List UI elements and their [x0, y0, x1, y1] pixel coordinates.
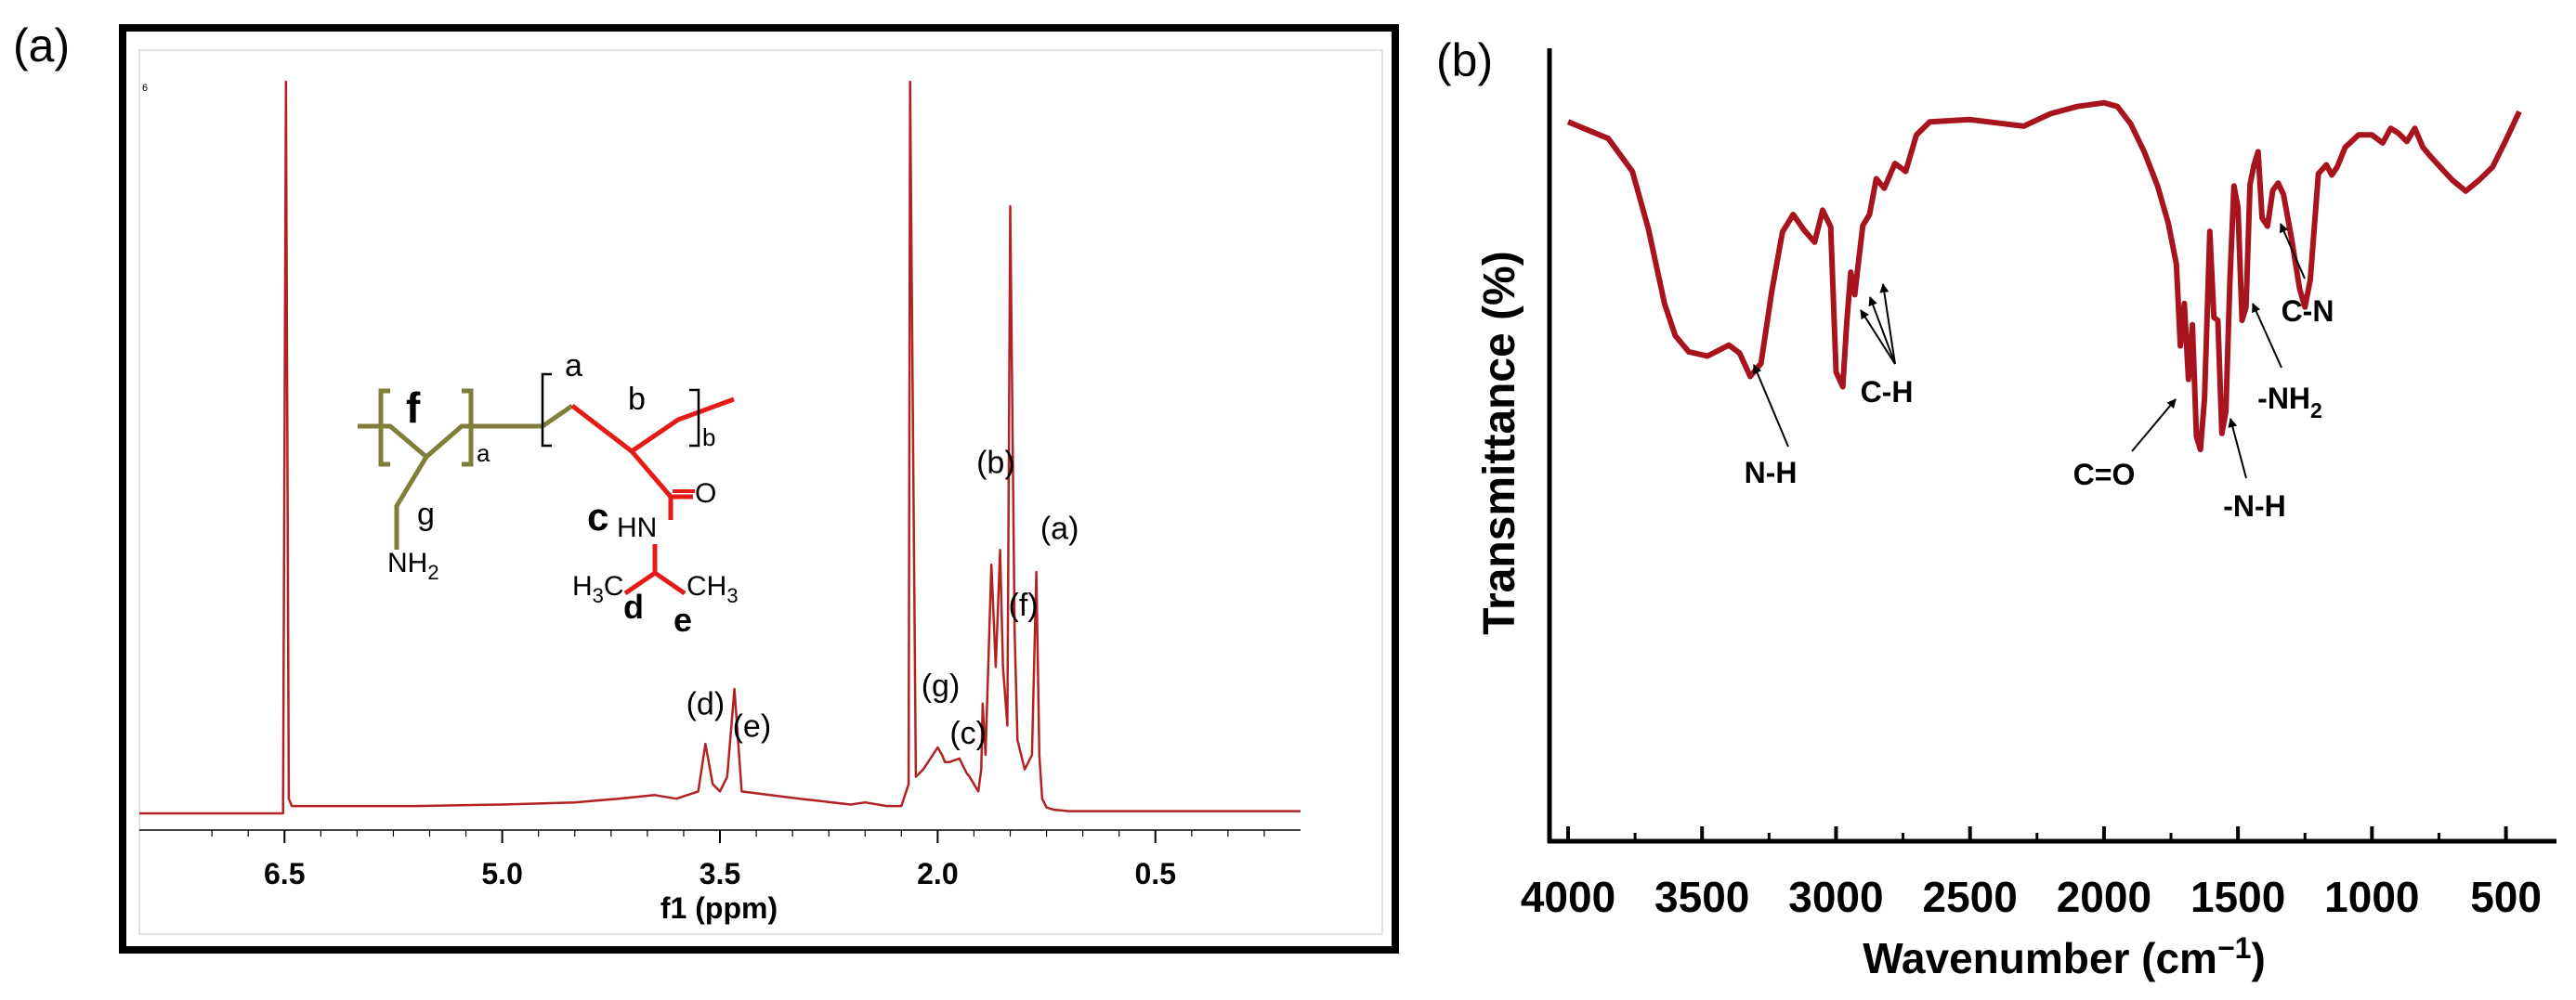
ir-tick-labels: 4000 3500 3000 2500 2000 1500 1000 500 [1521, 873, 2542, 921]
ch3-group: CH3 [686, 571, 739, 607]
annotation-c-o: C=O [2073, 458, 2136, 491]
nmr-peak-label: (b) [976, 446, 1015, 481]
label-d: d [623, 588, 644, 626]
bracket-right-a [462, 388, 474, 467]
annotation-n-h: N-H [1745, 456, 1798, 489]
corner-mark: 6 [142, 83, 148, 94]
arrow-n-h-amide [2228, 418, 2247, 479]
polymer-structure: f a a b b g NH2 c HN O H3C CH3 d e [358, 348, 739, 639]
ir-x-axis-label: Wavenumber (cm−1) [1863, 931, 2266, 982]
bracket-right-b [689, 388, 700, 448]
annotation-c-h: C-H [1861, 375, 1914, 409]
nmr-peak-label: (a) [1040, 512, 1079, 547]
nh2-group: NH2 [387, 548, 439, 584]
arrow-c-h-3 [1879, 283, 1896, 365]
nmr-peak-label: (f) [1009, 588, 1039, 623]
ir-tick-label: 4000 [1521, 873, 1615, 921]
annotation-c-n: C-N [2282, 294, 2334, 328]
h3c-group: H3C [572, 571, 624, 607]
ir-tick-label: 3000 [1788, 873, 1883, 921]
nmr-tick-label: 5.0 [481, 857, 522, 890]
ir-y-axis-label: Transmittance (%) [1475, 251, 1524, 634]
panel-a-inner-frame [138, 49, 1383, 935]
red-backbone [570, 396, 735, 455]
arrow-c-n [2280, 223, 2306, 279]
label-c: c [587, 495, 608, 539]
oxygen-atom: O [695, 478, 716, 509]
ir-annotations: N-H C-H C=O -N-H -NH2 C-N [1745, 223, 2334, 523]
nmr-tick-label: 2.0 [917, 857, 958, 890]
nmr-spectrum-line [139, 80, 1301, 815]
arrow-n-h [1752, 364, 1789, 448]
ir-tick-label: 500 [2470, 873, 2542, 921]
nmr-peak-label: (c) [949, 716, 987, 751]
ir-spectrum-line [1566, 99, 2522, 453]
nmr-ticks [211, 830, 1265, 843]
annotation-n-h-amide: -N-H [2223, 489, 2286, 523]
nmr-peak-label: (g) [922, 669, 961, 704]
nmr-tick-label: 3.5 [700, 857, 740, 890]
nmr-peak-labels: (d)(e) (g) (c) (b) (f) (a) [686, 446, 1079, 752]
annotation-nh2: -NH2 [2257, 382, 2322, 422]
label-b: b [628, 382, 646, 417]
nmr-tick-labels: 6.5 5.0 3.5 2.0 0.5 [264, 857, 1176, 890]
arrow-c-o [2131, 398, 2177, 452]
nmr-tick-label: 0.5 [1135, 857, 1176, 890]
panel-b-label: (b) [1436, 34, 1493, 86]
arrow-nh2 [2252, 303, 2282, 369]
label-a: a [565, 348, 582, 383]
nmr-x-axis-label: f1 (ppm) [660, 891, 778, 925]
nmr-tick-label: 6.5 [264, 857, 305, 890]
olive-backbone [358, 403, 574, 461]
ir-tick-label: 2000 [2057, 873, 2151, 921]
structure-red-part [541, 372, 735, 596]
ir-tick-label: 1000 [2324, 873, 2419, 921]
subscript-a: a [477, 439, 490, 467]
ir-ticks [1566, 826, 2508, 841]
label-f: f [406, 383, 421, 432]
bracket-left-b [541, 372, 552, 448]
arrow-c-h-1 [1860, 309, 1896, 365]
ir-tick-label: 2500 [1923, 873, 2018, 921]
label-e: e [673, 601, 692, 639]
structure-olive-part [358, 388, 574, 550]
ir-tick-label: 1500 [2190, 873, 2285, 921]
ir-tick-label: 3500 [1654, 873, 1749, 921]
nmr-peak-label: (e) [733, 708, 772, 744]
bracket-left-a [378, 388, 390, 467]
panel-a-label: (a) [13, 19, 70, 71]
subscript-b: b [702, 423, 715, 451]
red-isopropyl-right [653, 570, 686, 596]
arrow-c-h-2 [1868, 296, 1896, 365]
label-g: g [417, 497, 435, 532]
nmr-peak-label: (d) [686, 687, 726, 722]
olive-side-chain [394, 455, 429, 550]
hn-group: HN [617, 513, 657, 543]
panel-a-frame [119, 24, 1399, 954]
